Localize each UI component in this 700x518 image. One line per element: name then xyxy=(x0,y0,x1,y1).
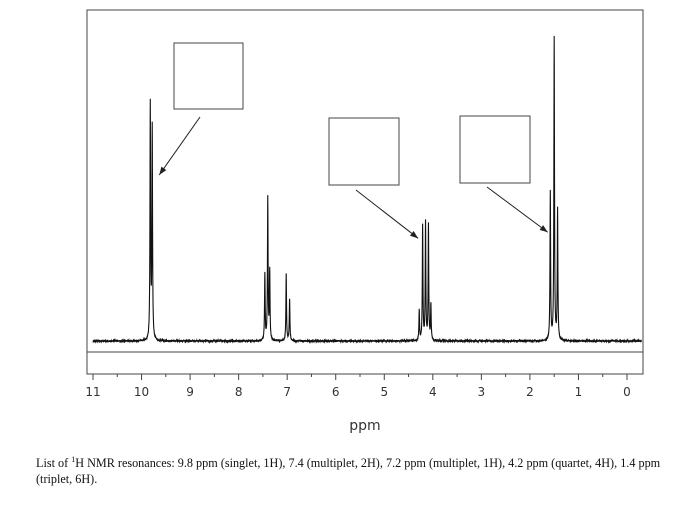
tick-label: 6 xyxy=(332,385,340,399)
tick-label: 1 xyxy=(575,385,583,399)
arrow-2 xyxy=(355,189,419,239)
tick-label: 3 xyxy=(478,385,486,399)
arrow-3 xyxy=(486,186,549,233)
nmr-caption: List of 1H NMR resonances: 9.8 ppm (sing… xyxy=(36,455,661,487)
annotation-arrows xyxy=(158,116,549,239)
plot-frame xyxy=(86,9,644,375)
x-axis-tick-labels: 11 10 9 8 7 6 5 4 3 2 1 0 xyxy=(85,385,630,399)
arrow-1 xyxy=(158,116,201,176)
tick-label: 10 xyxy=(134,385,149,399)
x-axis-title: ppm xyxy=(349,418,380,434)
x-axis-ticks xyxy=(92,374,628,380)
answer-box-2 xyxy=(328,117,400,186)
tick-label: 2 xyxy=(526,385,534,399)
answer-boxes xyxy=(173,42,531,186)
answer-box-1 xyxy=(173,42,244,110)
tick-label: 4 xyxy=(429,385,437,399)
tick-label: 11 xyxy=(85,385,100,399)
tick-label: 5 xyxy=(380,385,388,399)
tick-label: 0 xyxy=(623,385,631,399)
nmr-spectrum-chart: 11 10 9 8 7 6 5 4 3 2 1 0 ppm xyxy=(85,9,644,434)
tick-label: 8 xyxy=(235,385,243,399)
tick-label: 7 xyxy=(283,385,291,399)
tick-label: 9 xyxy=(186,385,194,399)
spectrum-trace xyxy=(92,35,643,344)
answer-box-3 xyxy=(459,115,531,184)
